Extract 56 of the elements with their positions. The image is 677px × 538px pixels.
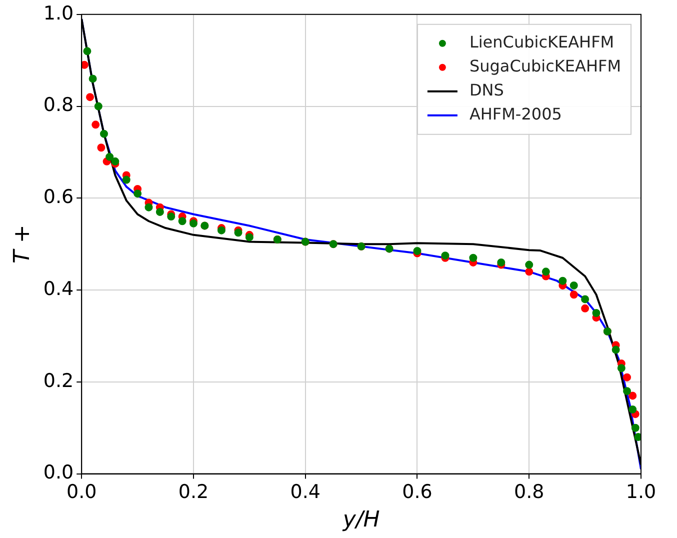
point [144,203,153,212]
legend-label: DNS [469,80,504,100]
x-axis-title: y/H [342,508,380,533]
point [628,405,637,414]
point [100,130,108,138]
point [623,373,632,382]
point [581,295,590,304]
legend-label: AHFM-2005 [469,104,562,124]
point [634,433,641,442]
point [92,120,100,129]
legend-label: SugaCubicKEAHFM [469,56,622,76]
point [631,424,640,432]
point [106,152,114,161]
y-tick-label: 0.6 [43,186,74,208]
point [525,260,534,269]
point [167,212,176,221]
point [581,304,590,312]
point [497,258,506,266]
point [617,364,626,372]
point [178,217,186,226]
point [83,47,92,56]
point [612,346,620,354]
x-tick-label: 0.0 [66,481,97,504]
y-tick-label: 1.0 [43,2,74,24]
y-tick-label: 0.2 [43,370,74,392]
point [111,157,120,166]
point [86,93,94,102]
point [245,233,254,242]
x-tick-label: 0.4 [290,481,320,504]
y-tick-label: 0.4 [43,278,74,300]
point [122,176,130,184]
point [542,268,550,276]
point [570,281,578,290]
point [156,208,164,216]
y-tick-label: 0.8 [43,94,74,116]
point [623,387,632,396]
point [413,246,422,255]
point [570,290,578,299]
point [469,254,478,262]
point [94,102,102,110]
point [134,190,142,198]
point [592,309,600,318]
y-axis-title: T + [10,224,35,264]
point [88,74,97,83]
point [558,276,567,285]
x-tick-label: 0.8 [514,481,544,504]
y-tick-label: 0.0 [43,462,74,484]
point [234,228,242,237]
x-tick-label: 0.2 [178,481,209,504]
point [82,60,88,69]
x-tick-label: 0.6 [402,481,432,504]
x-tick-label: 1.0 [626,481,656,504]
point [97,144,106,152]
point [525,268,534,276]
legend-label: LienCubicKEAHFM [469,32,614,52]
point [628,392,637,400]
